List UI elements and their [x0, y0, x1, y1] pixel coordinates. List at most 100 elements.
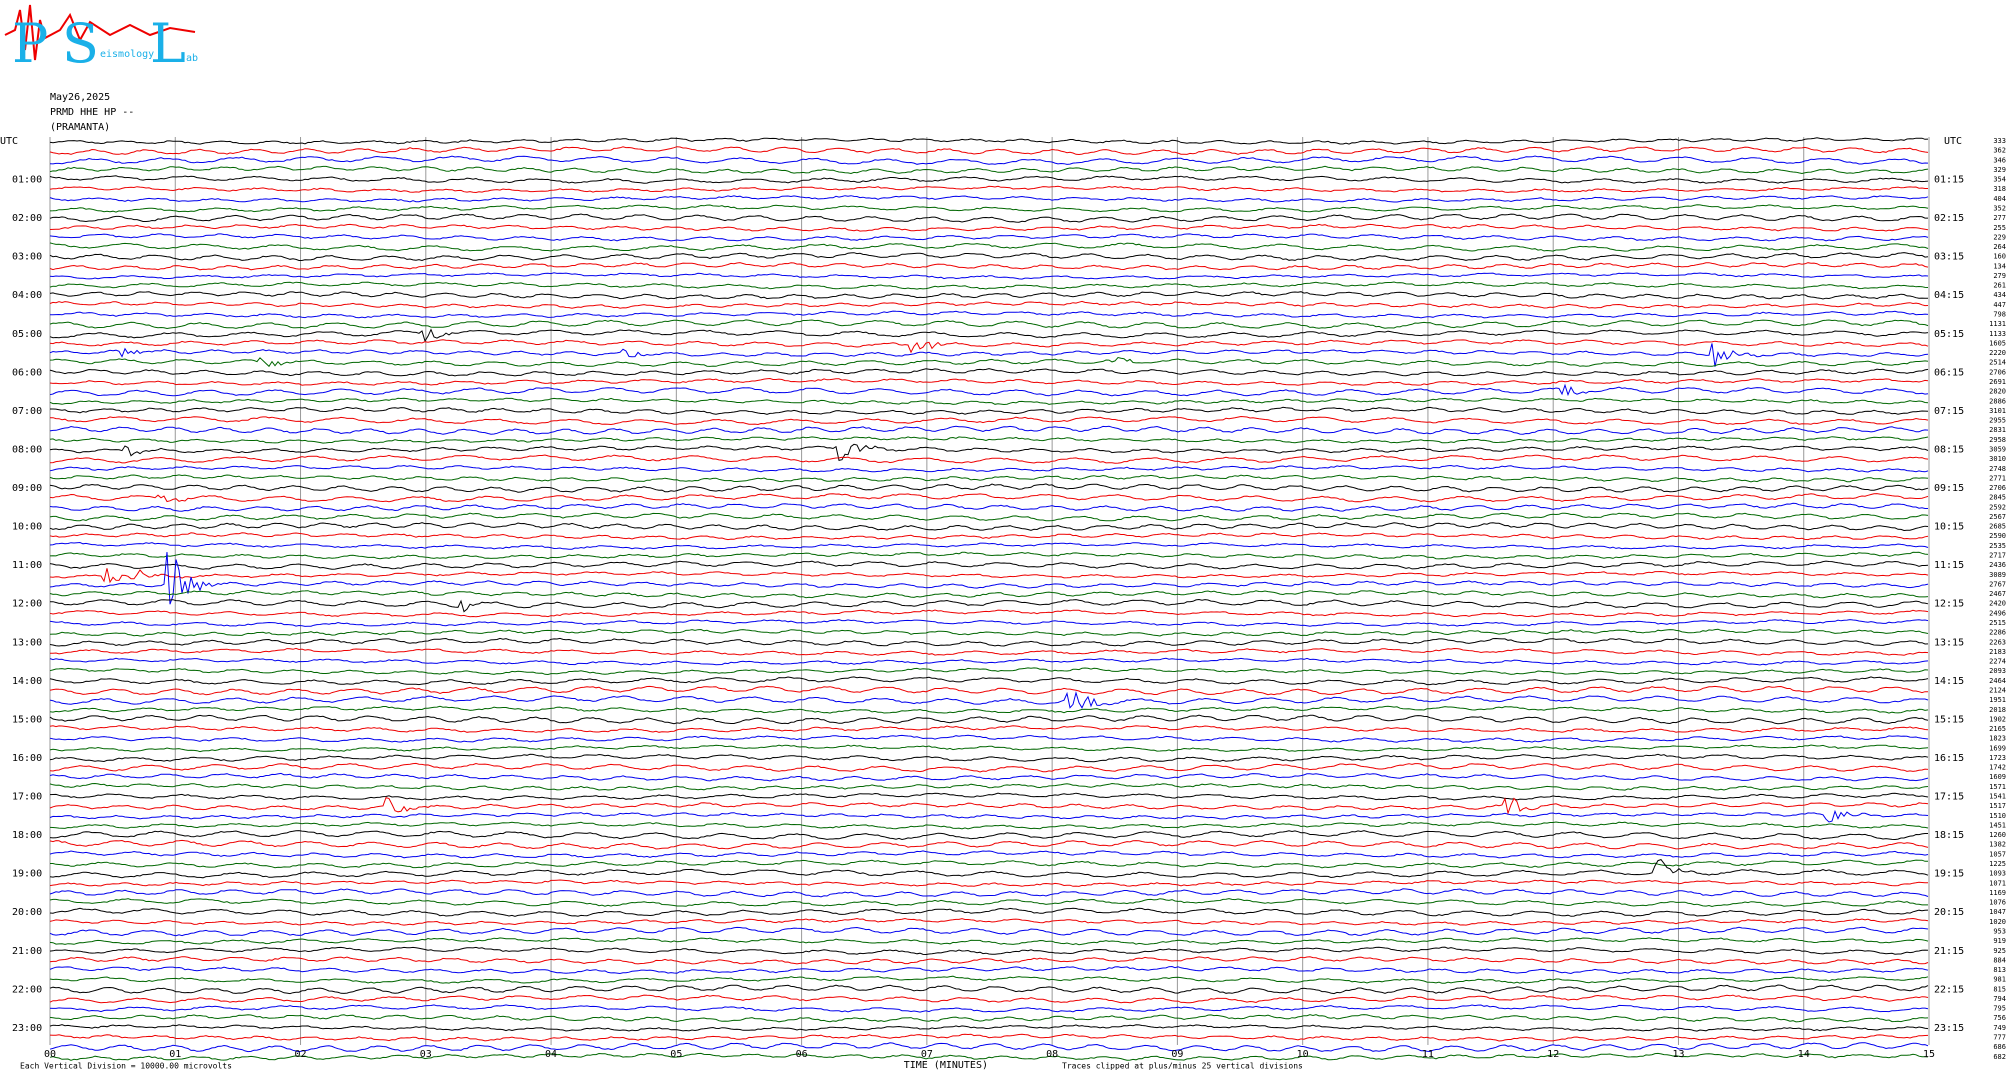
trace-level: 2886: [1989, 397, 2006, 405]
trace: [50, 859, 1928, 869]
trace: [49, 907, 1929, 917]
trace: [49, 753, 1929, 763]
trace: [49, 734, 1929, 743]
trace: [49, 252, 1929, 262]
x-tick-label: 14: [1798, 1049, 1810, 1060]
trace: [49, 984, 1929, 995]
trace: [49, 917, 1929, 926]
trace: [49, 1052, 1929, 1061]
trace-level: 2220: [1989, 349, 2006, 357]
trace: [49, 1014, 1929, 1023]
trace-level: 2286: [1989, 629, 2006, 637]
trace: [49, 705, 1929, 714]
trace-level: 2748: [1989, 465, 2006, 473]
trace: [49, 343, 1929, 367]
trace-level: 2831: [1989, 426, 2006, 434]
trace-level: 2514: [1989, 359, 2006, 367]
trace-level: 2771: [1989, 474, 2006, 482]
x-tick-label: 02: [295, 1049, 307, 1060]
hour-label: 13:00: [12, 637, 42, 648]
hour-label: 06:15: [1934, 367, 1964, 378]
trace-level: 2767: [1989, 580, 2006, 588]
trace-level: 1382: [1989, 841, 2006, 849]
trace-level: 2845: [1989, 494, 2006, 502]
trace-level: 3089: [1989, 571, 2006, 579]
hour-label: 09:15: [1934, 483, 1964, 494]
hour-label: 19:00: [12, 869, 42, 880]
x-tick-label: 07: [921, 1049, 933, 1060]
hour-label: 10:15: [1934, 522, 1964, 533]
trace-level: 2685: [1989, 523, 2006, 531]
trace-level: 261: [1993, 282, 2006, 290]
trace-level: 346: [1993, 156, 2006, 164]
hour-label: 17:00: [12, 792, 42, 803]
trace: [49, 443, 1929, 462]
hour-label: 22:00: [12, 984, 42, 995]
logo-letter: L: [150, 12, 186, 75]
trace-level: 1609: [1989, 773, 2006, 781]
trace: [49, 809, 1929, 823]
hour-label: 15:15: [1934, 714, 1964, 725]
trace: [49, 552, 1929, 605]
trace-level: 686: [1993, 1043, 2006, 1051]
trace: [49, 676, 1929, 686]
trace: [49, 792, 1929, 801]
trace-level: 279: [1993, 272, 2006, 280]
trace-level: 447: [1993, 301, 2006, 309]
trace: [49, 137, 1929, 145]
hour-label: 12:00: [12, 599, 42, 610]
trace: [49, 155, 1929, 165]
trace-level: 1093: [1989, 870, 2006, 878]
trace-level: 2436: [1989, 561, 2006, 569]
trace-level: 229: [1993, 233, 2006, 241]
logo-word: ab: [186, 53, 198, 64]
trace-level: 2496: [1989, 609, 2006, 617]
x-tick-label: 01: [169, 1049, 181, 1060]
hour-label: 20:00: [12, 907, 42, 918]
hour-label: 02:15: [1934, 213, 1964, 224]
trace: [49, 598, 1929, 613]
trace: [49, 714, 1929, 725]
trace: [49, 850, 1929, 859]
trace-level: 362: [1993, 147, 2006, 155]
trace: [49, 454, 1929, 464]
hour-label: 01:00: [12, 175, 42, 186]
trace-level: 333: [1993, 137, 2006, 145]
x-tick-label: 08: [1046, 1049, 1058, 1060]
trace-level: 3101: [1989, 407, 2006, 415]
trace-level: 2464: [1989, 677, 2006, 685]
trace-level: 919: [1993, 937, 2006, 945]
x-tick-label: 00: [44, 1049, 56, 1060]
trace-level: 2567: [1989, 513, 2006, 521]
trace: [49, 568, 1929, 584]
hour-label: 11:15: [1934, 560, 1964, 571]
logo: [4, 4, 196, 61]
hour-label: 07:15: [1934, 406, 1964, 417]
trace: [49, 926, 1929, 937]
hour-label: 05:00: [12, 329, 42, 340]
trace-level: 2165: [1989, 725, 2006, 733]
trace-level: 2093: [1989, 667, 2006, 675]
trace: [49, 821, 1929, 830]
trace-level: 798: [1993, 311, 2006, 319]
trace-level: 2955: [1989, 417, 2006, 425]
hour-label: 15:00: [12, 714, 42, 725]
trace: [49, 796, 1929, 816]
hour-label: 18:15: [1934, 830, 1964, 841]
trace: [49, 859, 1929, 879]
trace: [49, 383, 1929, 397]
trace-level: 813: [1993, 966, 2006, 974]
trace-level: 134: [1993, 262, 2006, 270]
trace: [49, 328, 1929, 343]
trace: [49, 667, 1929, 676]
trace-level: 1076: [1989, 899, 2006, 907]
trace-level: 1571: [1989, 783, 2006, 791]
trace-level: 2590: [1989, 532, 2006, 540]
trace: [49, 772, 1929, 782]
hour-label: 01:15: [1934, 175, 1964, 186]
date: May26,2025: [50, 92, 110, 103]
trace-level: 2691: [1989, 378, 2006, 386]
trace-level: 953: [1993, 927, 2006, 935]
trace: [49, 474, 1929, 483]
